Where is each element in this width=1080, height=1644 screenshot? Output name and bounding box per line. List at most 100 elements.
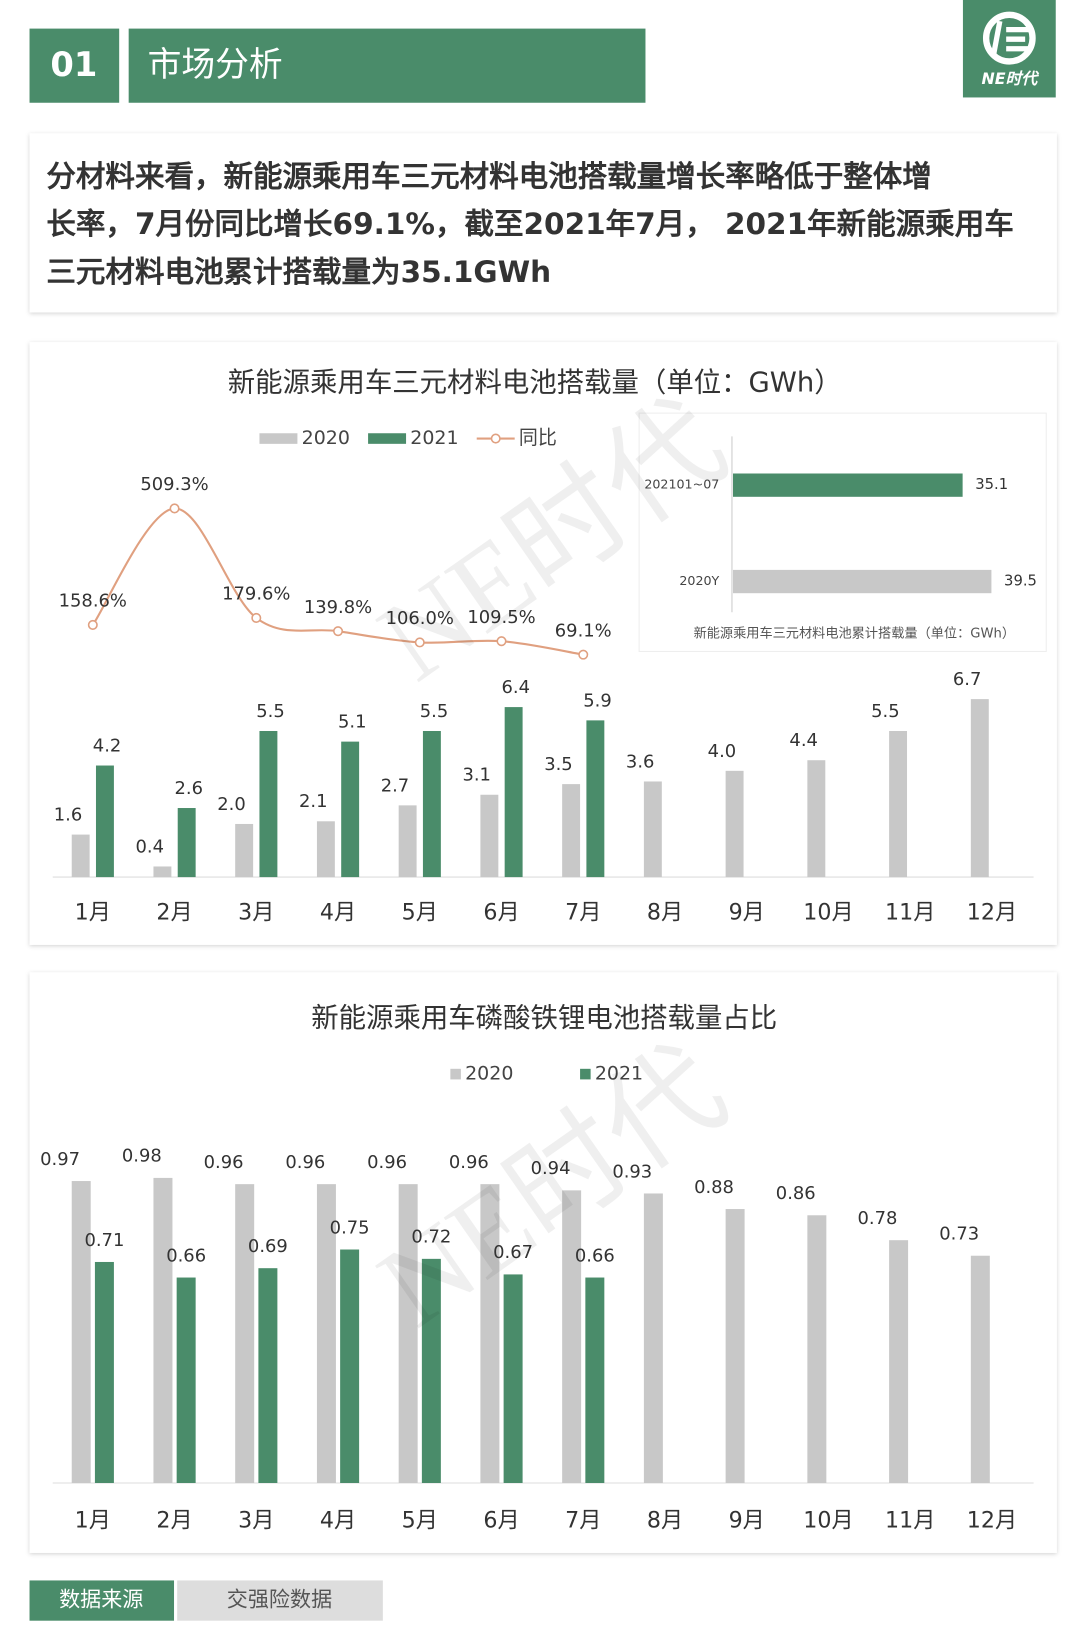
data-label: 0.69 bbox=[248, 1236, 288, 1257]
summary-line: 长率，7月份同比增长69.1%，截至2021年7月， 2021年新能源乘用车 bbox=[46, 207, 1013, 241]
data-label: 6.7 bbox=[953, 669, 982, 690]
bar bbox=[725, 1209, 745, 1483]
yoy-point bbox=[414, 637, 425, 648]
bar bbox=[153, 866, 172, 878]
data-label: 5.5 bbox=[256, 701, 285, 722]
bar bbox=[807, 1215, 827, 1483]
data-label: 6.4 bbox=[501, 677, 530, 698]
bar bbox=[586, 720, 605, 878]
data-label: 2.6 bbox=[175, 778, 204, 799]
x-tick-label: 10月 bbox=[803, 1508, 853, 1534]
x-tick-label: 12月 bbox=[967, 900, 1017, 926]
bar bbox=[421, 1258, 441, 1483]
yoy-point bbox=[578, 649, 589, 660]
data-label: 3.6 bbox=[626, 751, 655, 772]
footer-label-box bbox=[29, 1580, 175, 1621]
x-tick-label: 1月 bbox=[75, 900, 111, 926]
data-label: 179.6% bbox=[222, 584, 290, 605]
footer-source: 交强险数据 bbox=[227, 1587, 332, 1612]
x-tick-label: 1月 bbox=[75, 1508, 111, 1534]
data-label: 509.3% bbox=[140, 474, 208, 495]
bar bbox=[643, 781, 662, 878]
x-tick-label: 4月 bbox=[320, 900, 356, 926]
x-tick-label: 7月 bbox=[565, 1508, 601, 1534]
data-label: 0.93 bbox=[612, 1161, 652, 1182]
data-label: 0.96 bbox=[285, 1152, 325, 1173]
data-label: 4.4 bbox=[789, 730, 818, 751]
data-label: 4.2 bbox=[93, 735, 122, 756]
x-tick-label: 9月 bbox=[729, 1508, 765, 1534]
data-label: 158.6% bbox=[59, 591, 127, 612]
bar bbox=[807, 760, 826, 878]
legend-label: 2020 bbox=[465, 1063, 513, 1085]
data-label: 2.7 bbox=[381, 775, 410, 796]
x-tick-label: 7月 bbox=[565, 900, 601, 926]
data-label: 106.0% bbox=[386, 608, 454, 629]
data-label: 39.5 bbox=[1004, 573, 1037, 590]
bar bbox=[585, 1277, 605, 1483]
data-label: 3.1 bbox=[462, 765, 491, 786]
x-tick-label: 12月 bbox=[967, 1508, 1017, 1534]
bar bbox=[480, 1184, 500, 1483]
yoy-point bbox=[87, 619, 98, 630]
data-label: 0.86 bbox=[776, 1183, 816, 1204]
x-tick-label: 10月 bbox=[803, 900, 853, 926]
chart-card bbox=[29, 972, 1057, 1553]
data-label: 2.0 bbox=[217, 794, 246, 815]
data-label: 0.75 bbox=[330, 1217, 370, 1238]
yoy-point bbox=[333, 626, 344, 637]
chart-title: 新能源乘用车三元材料电池搭载量（单位：GWh） bbox=[228, 366, 842, 398]
data-label: 0.94 bbox=[531, 1158, 571, 1179]
x-tick-label: 8月 bbox=[647, 1508, 683, 1534]
legend-label: 2021 bbox=[410, 427, 458, 449]
chart-title: 新能源乘用车三元材料电池累计搭载量（单位：GWh） bbox=[694, 624, 1015, 641]
data-label: 0.78 bbox=[858, 1208, 898, 1229]
data-label: 0.96 bbox=[449, 1152, 489, 1173]
x-tick-label: 4月 bbox=[320, 1508, 356, 1534]
data-label: 4.0 bbox=[708, 741, 737, 762]
category-label: 2020Y bbox=[679, 573, 719, 588]
charts: 新能源乘用车三元材料电池搭载量（单位：GWh） 2020 1.6 0.4 2.0 2.1 2… bbox=[40, 366, 1037, 1533]
bar bbox=[480, 794, 499, 878]
section-number: 01 bbox=[50, 45, 97, 84]
bar bbox=[71, 1181, 91, 1483]
x-tick-label: 9月 bbox=[729, 900, 765, 926]
bar bbox=[176, 1277, 196, 1483]
logo-icon bbox=[982, 11, 1036, 65]
inset-box bbox=[638, 412, 1047, 652]
logo-text: NE时代 bbox=[982, 69, 1040, 88]
summary-card bbox=[29, 133, 1057, 313]
bar bbox=[970, 699, 989, 878]
x-tick-label: 3月 bbox=[238, 1508, 274, 1534]
footer-label: 数据来源 bbox=[59, 1587, 143, 1612]
bar bbox=[235, 1184, 255, 1483]
bar bbox=[889, 730, 908, 878]
data-label: 5.5 bbox=[420, 701, 449, 722]
data-label: 0.66 bbox=[166, 1245, 206, 1266]
data-label: 3.5 bbox=[544, 754, 573, 775]
data-label: 0.67 bbox=[493, 1242, 533, 1263]
data-label: 0.96 bbox=[367, 1152, 407, 1173]
data-label: 5.9 bbox=[583, 690, 612, 711]
data-label: 0.97 bbox=[40, 1149, 80, 1170]
data-label: 0.66 bbox=[575, 1245, 615, 1266]
bar bbox=[725, 770, 744, 878]
x-tick-label: 2月 bbox=[156, 900, 192, 926]
bar bbox=[503, 1274, 523, 1483]
bar bbox=[235, 823, 254, 878]
legend-swatch bbox=[580, 1068, 591, 1080]
legend-swatch bbox=[490, 433, 501, 444]
data-label: 2.1 bbox=[299, 791, 328, 812]
summary-line: 三元材料电池累计搭载量为35.1GWh bbox=[46, 255, 551, 289]
yoy-point bbox=[251, 612, 262, 623]
legend-label: 2021 bbox=[595, 1063, 643, 1085]
data-label: 0.71 bbox=[84, 1230, 124, 1251]
bar bbox=[422, 730, 441, 878]
data-label: 0.88 bbox=[694, 1177, 734, 1198]
bar bbox=[398, 1184, 418, 1483]
bar bbox=[94, 1261, 114, 1483]
bar bbox=[177, 808, 196, 878]
data-label: 5.1 bbox=[338, 712, 367, 733]
yoy-point bbox=[496, 636, 507, 647]
